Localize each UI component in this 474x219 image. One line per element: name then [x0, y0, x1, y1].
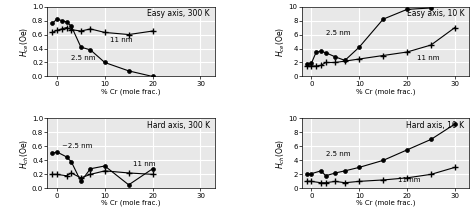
Text: 11 nm: 11 nm	[134, 161, 156, 167]
Y-axis label: $H_{ce}$(Oe): $H_{ce}$(Oe)	[275, 26, 287, 57]
X-axis label: % Cr (mole frac.): % Cr (mole frac.)	[101, 200, 161, 206]
X-axis label: % Cr (mole frac.): % Cr (mole frac.)	[356, 88, 415, 95]
Text: Hard axis, 300 K: Hard axis, 300 K	[146, 120, 210, 129]
Text: 2.5 nm: 2.5 nm	[326, 30, 350, 36]
Text: 11 nm: 11 nm	[109, 37, 132, 43]
Y-axis label: $H_{ch}$(Oe): $H_{ch}$(Oe)	[18, 138, 31, 169]
Y-axis label: $H_{ch}$(Oe): $H_{ch}$(Oe)	[275, 138, 287, 169]
Text: 2.5 nm: 2.5 nm	[326, 151, 350, 157]
Text: 11 nm: 11 nm	[417, 55, 439, 61]
Text: 2.5 nm: 2.5 nm	[71, 55, 96, 61]
Y-axis label: $H_{ce}$(Oe): $H_{ce}$(Oe)	[18, 26, 31, 57]
X-axis label: % Cr (mole frac.): % Cr (mole frac.)	[101, 88, 161, 95]
Text: 11 nm: 11 nm	[398, 177, 420, 184]
Text: Easy axis, 300 K: Easy axis, 300 K	[147, 9, 210, 18]
X-axis label: % Cr (mole frac.): % Cr (mole frac.)	[356, 200, 415, 206]
Text: Easy axis, 10 K: Easy axis, 10 K	[407, 9, 464, 18]
Text: Hard axis, 10 K: Hard axis, 10 K	[406, 120, 464, 129]
Text: ~2.5 nm: ~2.5 nm	[62, 143, 92, 149]
